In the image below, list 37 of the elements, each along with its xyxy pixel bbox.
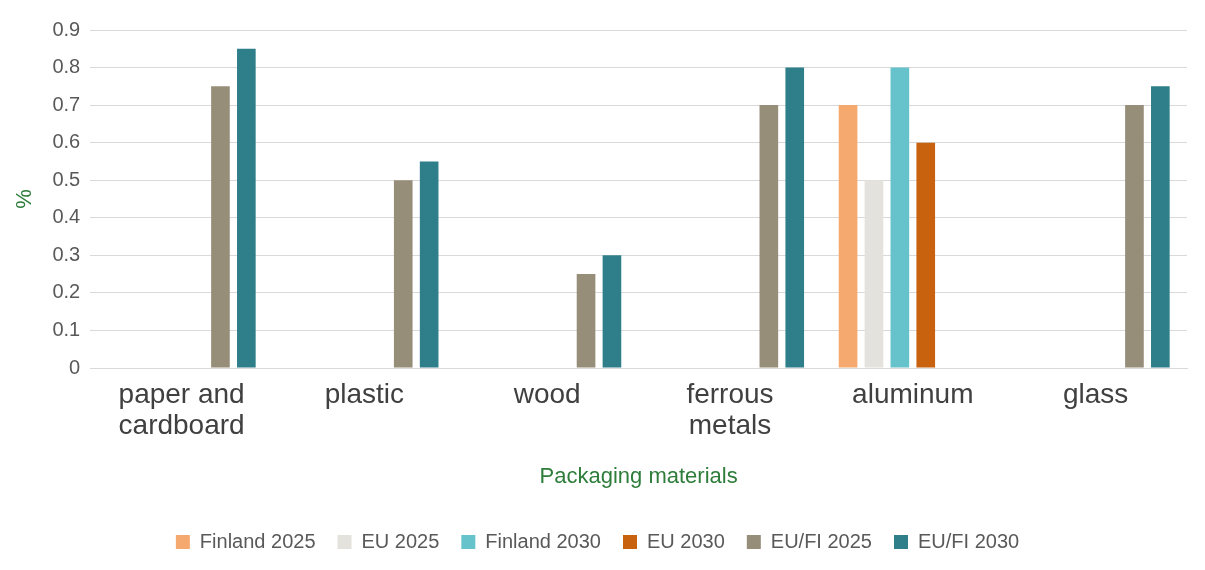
legend-label: EU/FI 2030 — [917, 529, 1020, 552]
bar — [759, 105, 779, 368]
x-axis-title: Packaging materials — [539, 462, 738, 488]
y-tick-label: 0 — [69, 355, 81, 378]
x-tick-label: aluminum — [852, 378, 974, 410]
legend-label: EU 2030 — [646, 529, 725, 552]
x-tick-label: wood — [512, 378, 581, 410]
bar — [838, 105, 858, 368]
bar — [890, 67, 910, 368]
x-tick-label: glass — [1062, 378, 1129, 410]
bar — [419, 161, 439, 368]
bar — [602, 255, 622, 368]
y-tick-label: 0.1 — [52, 317, 81, 340]
y-tick-label: 0.5 — [52, 167, 81, 190]
legend-label: Finland 2025 — [199, 529, 316, 552]
legend-label: Finland 2030 — [485, 529, 601, 552]
y-tick-label: 0.7 — [52, 92, 81, 115]
bar — [1125, 105, 1144, 368]
y-tick-label: 0.3 — [52, 242, 81, 265]
bar — [393, 180, 413, 368]
bar — [785, 67, 805, 368]
y-tick-label: 0.9 — [52, 17, 81, 40]
x-tick-label: plastic — [324, 378, 405, 410]
bar — [211, 86, 230, 368]
legend-label: EU/FI 2025 — [770, 529, 872, 552]
legend-label: EU 2025 — [361, 529, 440, 552]
y-axis-title: % — [11, 189, 37, 209]
y-tick-label: 0.6 — [52, 130, 81, 153]
y-tick-label: 0.8 — [52, 55, 81, 78]
bar — [576, 274, 596, 368]
x-tick-label: paper and cardboard — [118, 378, 245, 440]
y-tick-label: 0.2 — [52, 280, 81, 303]
bar — [237, 48, 256, 368]
bar — [916, 142, 936, 368]
x-tick-label: ferrous metals — [686, 378, 774, 440]
y-tick-label: 0.4 — [52, 205, 81, 228]
bar — [1151, 86, 1170, 368]
